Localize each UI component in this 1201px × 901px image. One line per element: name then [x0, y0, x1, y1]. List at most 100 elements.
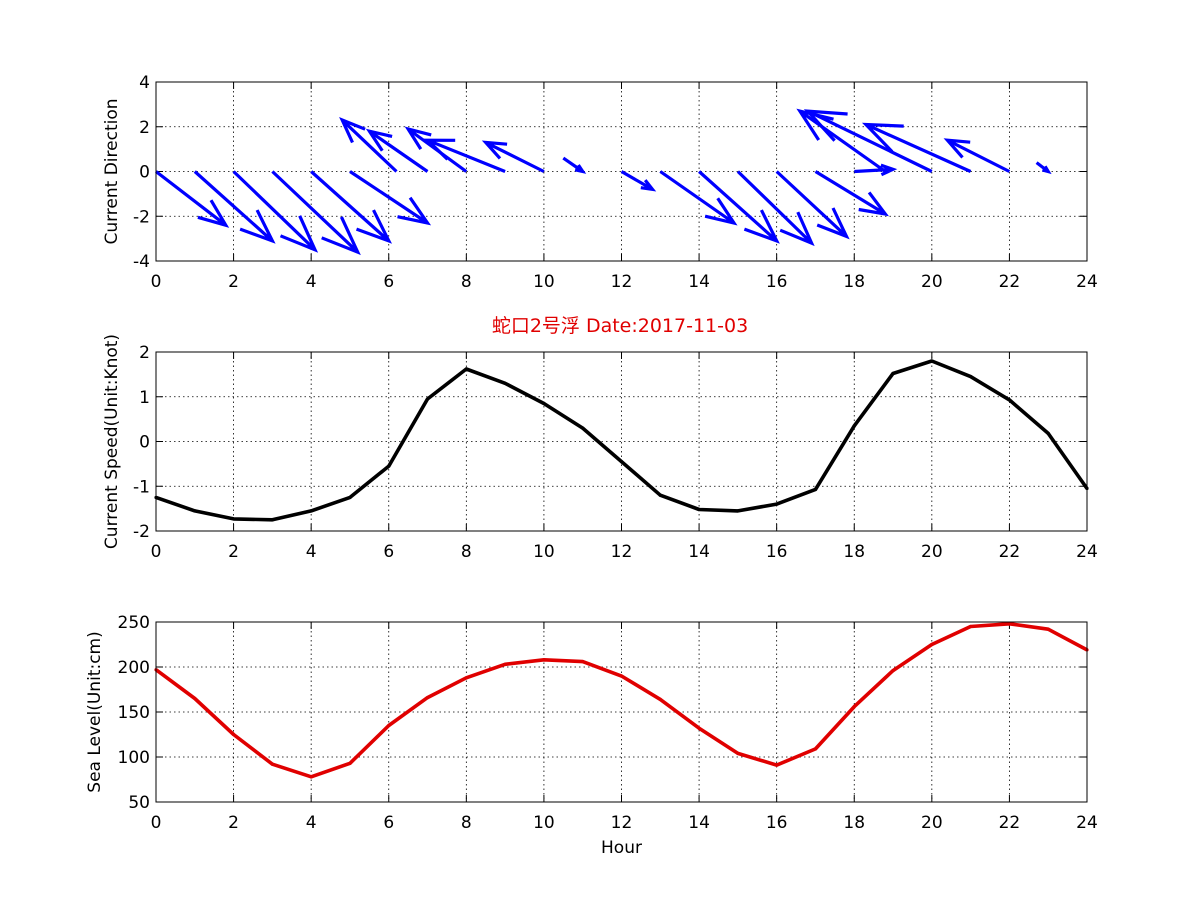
sea-level-point	[348, 761, 352, 765]
current-speed-ylabel: Current Speed(Unit:Knot)	[102, 334, 122, 549]
sea-level-xtick-label: 6	[383, 813, 394, 833]
sea-level-point	[193, 696, 197, 701]
current-direction-arrow	[481, 140, 545, 173]
current-speed-xtick-label: 4	[306, 542, 317, 562]
sea-level-xlabel: Hour	[601, 838, 642, 858]
sea-level-xtick-label: 10	[533, 813, 555, 833]
current-direction-arrow	[562, 156, 587, 174]
current-direction-arrow	[155, 170, 230, 228]
sea-level-xtick-label: 20	[921, 813, 943, 833]
current-speed-point	[581, 426, 585, 430]
sea-level-point	[658, 697, 662, 702]
current-speed-point	[1007, 398, 1012, 402]
sea-level-point	[775, 763, 779, 767]
current-speed-xtick-label: 10	[533, 542, 555, 562]
sea-level-point	[581, 660, 585, 664]
current-speed-xtick-label: 20	[921, 542, 943, 562]
sea-level-point	[969, 624, 973, 629]
current-speed-point	[1046, 431, 1050, 436]
current-direction-ytick-label: -2	[133, 207, 150, 227]
sea-level-point	[1007, 622, 1012, 626]
current-direction-arrow	[339, 117, 398, 173]
sea-level-point	[813, 747, 818, 751]
current-speed-point	[658, 493, 662, 497]
current-direction-ylabel: Current Direction	[102, 98, 122, 244]
sea-level-xtick-label: 0	[151, 813, 162, 833]
sea-level-point	[697, 726, 701, 730]
current-direction-xtick-label: 14	[688, 272, 710, 292]
current-direction-ytick-label: -4	[133, 252, 150, 272]
sea-level-point	[1046, 627, 1050, 631]
current-direction-arrow	[349, 170, 432, 226]
current-direction-arrow	[861, 122, 972, 173]
current-speed-point	[697, 507, 701, 512]
current-speed-xtick-label: 18	[843, 542, 865, 562]
current-direction-xtick-label: 22	[999, 272, 1021, 292]
current-direction-xtick-label: 8	[461, 272, 472, 292]
sea-level-ytick-label: 150	[118, 703, 150, 723]
current-direction-xtick-label: 10	[533, 272, 555, 292]
chart-title: 蛇口2号浮 Date:2017-11-03	[492, 315, 748, 337]
current-speed-xtick-label: 16	[766, 542, 788, 562]
sea-level-xtick-label: 22	[999, 813, 1021, 833]
sea-level-point	[231, 732, 236, 737]
current-direction-arrow	[803, 109, 933, 173]
sea-level-point	[736, 751, 740, 756]
current-direction-xtick-label: 18	[843, 272, 865, 292]
current-speed-ytick-label: -2	[133, 522, 150, 542]
sea-level-ylabel: Sea Level(Unit:cm)	[85, 631, 105, 792]
current-direction-xtick-label: 12	[611, 272, 633, 292]
current-speed-xtick-label: 14	[688, 542, 710, 562]
sea-level-point	[270, 762, 274, 766]
current-speed-xtick-label: 8	[461, 542, 472, 562]
current-speed-point	[387, 464, 391, 468]
current-speed-point	[813, 487, 818, 491]
current-direction-arrow	[736, 170, 815, 247]
current-direction-ytick-label: 2	[139, 118, 150, 138]
current-speed-ytick-label: -1	[133, 477, 150, 497]
current-speed-xtick-label: 6	[383, 542, 394, 562]
sea-level-point	[930, 642, 934, 647]
sea-level-xtick-label: 2	[228, 813, 239, 833]
sea-level-xtick-label: 18	[843, 813, 865, 833]
current-speed-point	[193, 509, 197, 513]
current-speed-point	[969, 375, 973, 379]
sea-level-xtick-label: 14	[688, 813, 710, 833]
current-speed-point	[270, 518, 274, 522]
current-speed-ytick-label: 1	[139, 388, 150, 408]
current-direction-xtick-label: 20	[921, 272, 943, 292]
sea-level-xtick-label: 4	[306, 813, 317, 833]
sea-level-xtick-label: 24	[1076, 813, 1098, 833]
current-speed-point	[464, 367, 468, 371]
current-direction-xtick-label: 0	[151, 272, 162, 292]
current-direction-arrow	[854, 163, 898, 177]
current-direction-ytick-label: 4	[139, 73, 150, 93]
current-speed-xtick-label: 12	[611, 542, 633, 562]
current-direction-arrow	[659, 170, 738, 226]
current-speed-point	[891, 371, 895, 376]
current-speed-xtick-label: 24	[1076, 542, 1098, 562]
sea-level-ytick-label: 100	[118, 748, 150, 768]
current-speed-point	[930, 359, 934, 363]
sea-level-point	[619, 674, 624, 678]
current-direction-xtick-label: 24	[1076, 272, 1098, 292]
current-direction-arrow	[232, 170, 319, 253]
sea-level-point	[425, 696, 430, 700]
current-speed-point	[542, 401, 546, 406]
current-speed-ytick-label: 0	[139, 433, 150, 453]
sea-level-xtick-label: 8	[461, 813, 472, 833]
current-speed-axes-frame	[155, 351, 1088, 532]
current-direction-xtick-label: 16	[766, 272, 788, 292]
current-direction-xtick-label: 2	[228, 272, 239, 292]
current-speed-ytick-label: 2	[139, 343, 150, 363]
sea-level-axes-frame	[155, 621, 1088, 803]
current-direction-arrow	[943, 138, 1011, 173]
sea-level-point	[464, 676, 468, 680]
current-speed-xtick-label: 0	[151, 542, 162, 562]
sea-level-ytick-label: 200	[118, 658, 150, 678]
sea-level-point	[387, 723, 391, 728]
